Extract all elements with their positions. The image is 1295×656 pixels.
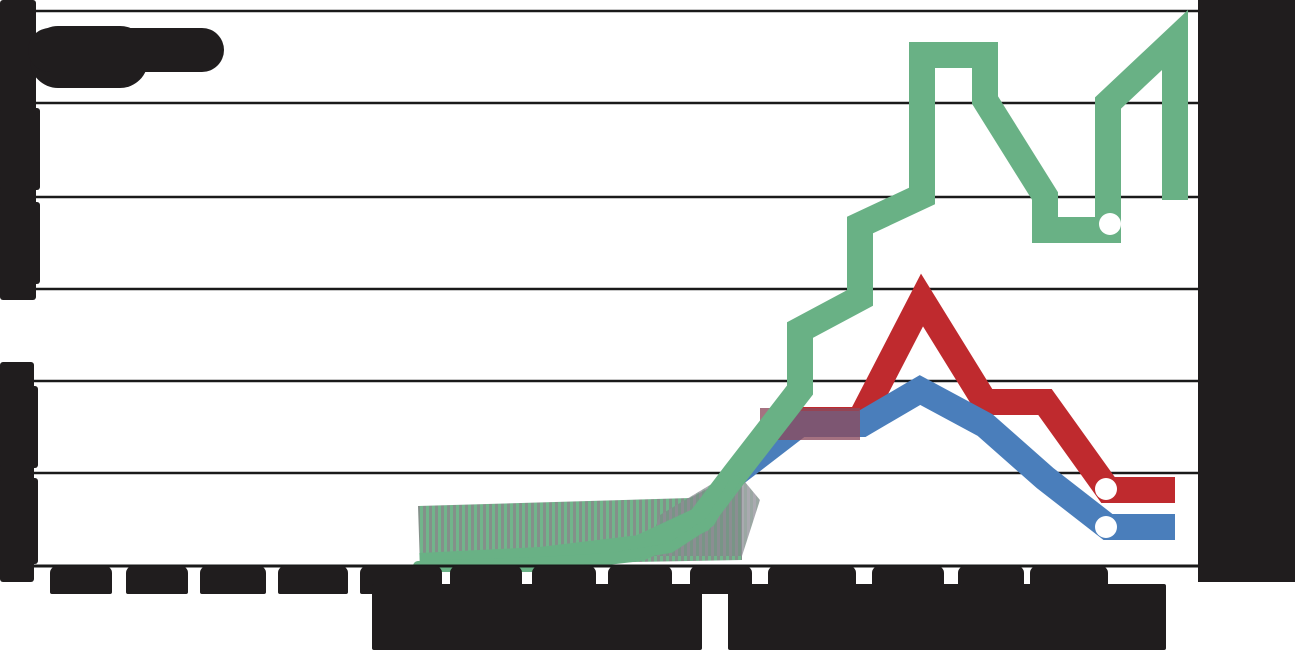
y-tick-label-redacted <box>0 202 40 284</box>
right-value-labels-redacted <box>1198 0 1295 582</box>
x-tick-label-redacted <box>126 566 188 594</box>
x-tick-label-redacted <box>200 566 266 594</box>
endpoint-marker-green <box>1099 213 1121 235</box>
gridlines <box>34 9 1198 475</box>
y-tick-label-redacted <box>0 386 38 468</box>
y-tick-label-redacted <box>0 108 40 190</box>
x-tick-label-redacted <box>278 566 348 594</box>
x-axis-caption-right-redacted <box>728 584 1166 650</box>
x-axis-caption-left-redacted <box>372 584 702 650</box>
series-line-green-tail <box>413 475 740 571</box>
x-tick-label-redacted <box>50 566 112 594</box>
chart-title-redacted <box>28 28 224 72</box>
endpoint-marker-red <box>1095 478 1117 500</box>
y-tick-label-redacted <box>0 478 38 564</box>
endpoint-marker-blue <box>1095 516 1117 538</box>
